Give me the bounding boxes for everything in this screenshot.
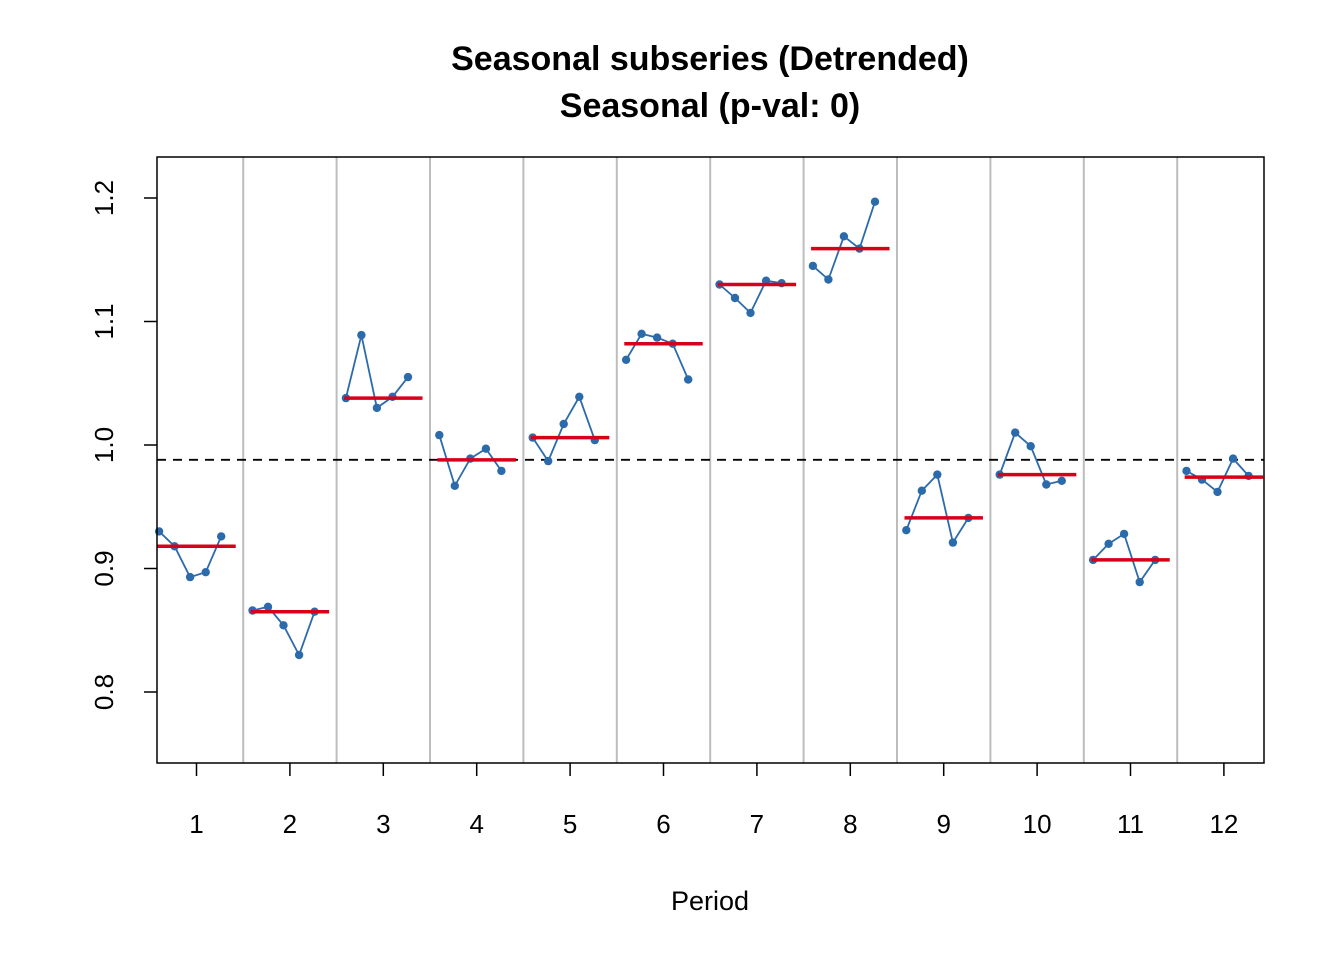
subseries-2 <box>248 602 330 660</box>
data-point <box>575 392 584 401</box>
axes: 1 2 3 4 5 6 7 8 9 10 11 120.80.91.01.11.2 <box>89 180 1238 839</box>
data-point <box>544 456 553 466</box>
data-point <box>372 403 382 413</box>
data-point <box>730 293 740 303</box>
x-tick-label: 9 <box>936 809 950 839</box>
data-point <box>1213 487 1222 497</box>
data-point <box>917 486 926 495</box>
data-point <box>1119 529 1129 539</box>
data-point <box>1135 577 1144 587</box>
data-point <box>481 444 491 453</box>
data-point <box>185 572 195 582</box>
series-line <box>252 605 316 658</box>
subseries-4 <box>435 430 516 490</box>
series-line <box>1186 456 1250 494</box>
subseries-6 <box>621 329 703 384</box>
subseries-12 <box>1182 454 1264 497</box>
data-point <box>497 466 506 476</box>
series-line <box>531 394 596 464</box>
data-point <box>808 261 818 271</box>
data-point <box>1042 480 1051 489</box>
subseries-8 <box>808 197 890 284</box>
data-point <box>870 197 880 206</box>
data-point <box>217 532 226 541</box>
series-line <box>905 472 970 545</box>
x-tick-label: 7 <box>750 809 764 839</box>
data-point <box>279 621 288 630</box>
subseries-5 <box>528 392 610 466</box>
x-tick-label: 10 <box>1023 809 1052 839</box>
data-point <box>435 430 444 440</box>
y-tick-label: 0.8 <box>89 674 119 710</box>
y-tick-label: 1.2 <box>89 180 119 216</box>
series-line <box>998 431 1063 486</box>
data-point <box>621 355 631 364</box>
data-point <box>1104 539 1113 548</box>
data-point <box>263 602 273 611</box>
x-tick-label: 4 <box>469 809 483 839</box>
x-tick-label: 6 <box>656 809 670 839</box>
x-tick-label: 3 <box>376 809 390 839</box>
series-line <box>158 530 223 579</box>
x-tick-label: 8 <box>843 809 857 839</box>
x-tick-label: 11 <box>1117 809 1144 839</box>
data-point <box>824 275 833 284</box>
series-line <box>812 201 876 282</box>
data-point <box>559 419 568 429</box>
series-line <box>1092 532 1156 585</box>
data-point <box>357 330 366 340</box>
data-point <box>1026 442 1035 451</box>
data-point <box>902 526 911 535</box>
data-point <box>1182 466 1191 476</box>
data-point <box>684 375 693 384</box>
x-tick-label: 5 <box>563 809 577 839</box>
plot-area <box>154 157 1264 763</box>
plot-frame <box>156 156 1265 764</box>
data-point <box>652 333 662 342</box>
x-tick-label: 12 <box>1209 809 1238 839</box>
data-point <box>1228 454 1238 463</box>
x-tick-label: 1 <box>189 809 203 839</box>
data-point <box>839 232 849 241</box>
y-tick-label: 1.1 <box>89 303 119 339</box>
data-point <box>154 527 164 536</box>
data-point <box>294 650 304 660</box>
subseries-11 <box>1088 529 1170 587</box>
data-point <box>637 329 646 338</box>
x-tick-label: 2 <box>283 809 297 839</box>
y-tick-label: 0.9 <box>89 550 119 586</box>
chart-subtitle: Seasonal (p-val: 0) <box>560 87 860 125</box>
data-point <box>933 470 942 479</box>
subseries-1 <box>154 527 236 582</box>
data-point <box>1011 428 1020 437</box>
data-point <box>1057 476 1067 485</box>
data-point <box>948 538 958 547</box>
subseries-7 <box>715 276 797 318</box>
subseries-9 <box>902 470 983 547</box>
x-axis-label: Period <box>671 886 749 916</box>
data-point <box>201 568 210 577</box>
data-point <box>450 481 459 490</box>
y-tick-label: 1.0 <box>89 427 119 463</box>
data-point <box>403 372 413 382</box>
chart-title: Seasonal subseries (Detrended) <box>451 40 969 78</box>
subseries-3 <box>341 330 423 413</box>
subseries-10 <box>995 428 1077 489</box>
data-point <box>746 308 755 318</box>
